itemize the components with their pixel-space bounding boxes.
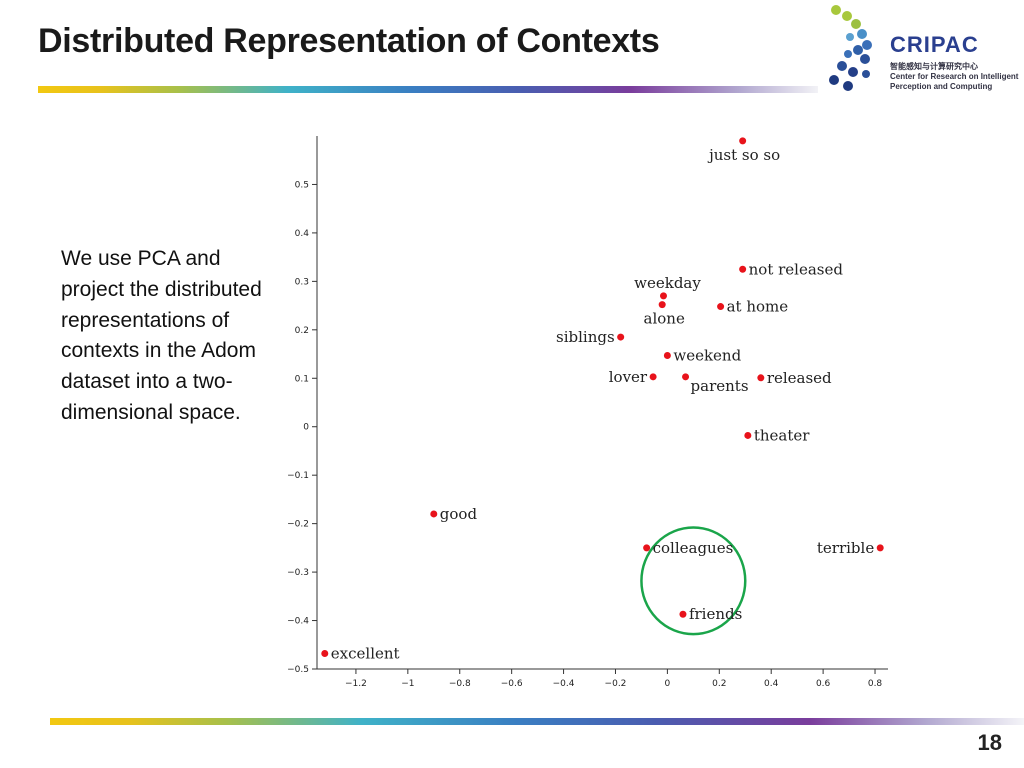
x-tick-label: −0.8 bbox=[449, 679, 471, 689]
data-point bbox=[659, 292, 667, 300]
data-point bbox=[617, 333, 625, 341]
x-tick-label: −0.4 bbox=[553, 679, 575, 689]
data-point bbox=[876, 544, 884, 552]
y-tick-label: −0.5 bbox=[287, 665, 309, 675]
data-point bbox=[430, 510, 438, 518]
y-tick-label: 0.2 bbox=[295, 326, 309, 336]
data-point bbox=[649, 373, 657, 381]
logo-subtitle-en: Center for Research on Intelligent Perce… bbox=[890, 72, 1019, 91]
y-tick-label: −0.2 bbox=[287, 520, 309, 530]
point-label: at home bbox=[727, 298, 789, 316]
y-tick-label: −0.1 bbox=[287, 471, 309, 481]
x-tick-label: 0.8 bbox=[868, 679, 883, 689]
point-label: weekday bbox=[634, 274, 701, 292]
data-point bbox=[643, 544, 651, 552]
logo-subtitle: 智能感知与计算研究中心 Center for Research on Intel… bbox=[890, 62, 1020, 92]
point-label: parents bbox=[691, 377, 749, 395]
y-tick-label: 0.5 bbox=[295, 180, 309, 190]
point-label: friends bbox=[689, 605, 742, 623]
x-tick-label: 0.2 bbox=[712, 679, 726, 689]
y-tick-label: 0 bbox=[303, 423, 309, 433]
data-point bbox=[682, 373, 690, 381]
point-label: alone bbox=[644, 310, 685, 328]
data-point bbox=[757, 374, 765, 382]
data-point bbox=[739, 137, 747, 145]
data-point bbox=[717, 303, 725, 311]
x-tick-label: −1.2 bbox=[345, 679, 367, 689]
x-tick-label: −0.2 bbox=[605, 679, 627, 689]
data-point bbox=[663, 351, 671, 359]
point-label: terrible bbox=[817, 539, 874, 557]
y-tick-label: 0.1 bbox=[295, 374, 309, 384]
page-number: 18 bbox=[977, 730, 1002, 755]
point-label: weekend bbox=[673, 346, 741, 364]
title-underline bbox=[38, 86, 818, 93]
data-point bbox=[679, 610, 687, 618]
cripac-dots-icon bbox=[829, 5, 872, 91]
data-point bbox=[321, 649, 329, 657]
body-text: We use PCA and project the distributed r… bbox=[61, 247, 262, 424]
x-tick-label: 0.4 bbox=[764, 679, 779, 689]
x-tick-label: 0.6 bbox=[816, 679, 831, 689]
point-label: colleagues bbox=[653, 539, 734, 557]
logo-subtitle-cn: 智能感知与计算研究中心 bbox=[890, 62, 978, 71]
y-tick-label: 0.3 bbox=[295, 277, 309, 287]
cripac-logo: CRIPAC 智能感知与计算研究中心 Center for Research o… bbox=[820, 4, 1020, 108]
x-tick-label: 0 bbox=[665, 679, 671, 689]
point-label: not released bbox=[749, 260, 844, 278]
highlight-ellipse bbox=[640, 526, 747, 636]
data-point bbox=[744, 431, 752, 439]
x-tick-label: −1 bbox=[401, 679, 414, 689]
y-tick-label: 0.4 bbox=[295, 229, 310, 239]
slide-title: Distributed Representation of Contexts bbox=[38, 22, 660, 60]
point-label: just so so bbox=[707, 146, 780, 164]
scatter-chart: −0.5 −0.4 −0.3 −0.2 −0.1 0 0.1 0.2 0.3 0.4 0.5 −1.2… bbox=[287, 136, 888, 689]
point-label: good bbox=[440, 505, 478, 523]
point-label: excellent bbox=[331, 644, 400, 662]
point-label: released bbox=[767, 369, 832, 387]
point-label: theater bbox=[754, 426, 810, 444]
data-point bbox=[739, 265, 747, 273]
y-tick-label: −0.4 bbox=[287, 617, 309, 627]
data-point bbox=[658, 301, 666, 309]
point-label: lover bbox=[609, 368, 648, 386]
y-tick-label: −0.3 bbox=[287, 568, 309, 578]
point-label: siblings bbox=[556, 328, 615, 346]
logo-name: CRIPAC bbox=[890, 32, 979, 57]
x-tick-label: −0.6 bbox=[501, 679, 523, 689]
footer-bar bbox=[50, 718, 1024, 725]
